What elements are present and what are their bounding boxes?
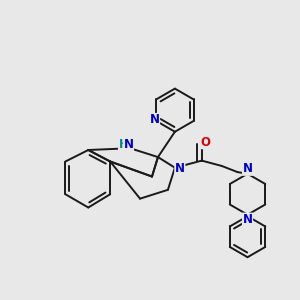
Text: N: N <box>242 162 253 175</box>
Text: N: N <box>149 113 160 127</box>
Text: O: O <box>201 136 211 148</box>
Text: N: N <box>242 213 253 226</box>
Text: N: N <box>123 138 134 151</box>
Text: H: H <box>118 138 128 151</box>
Text: N: N <box>175 162 185 175</box>
